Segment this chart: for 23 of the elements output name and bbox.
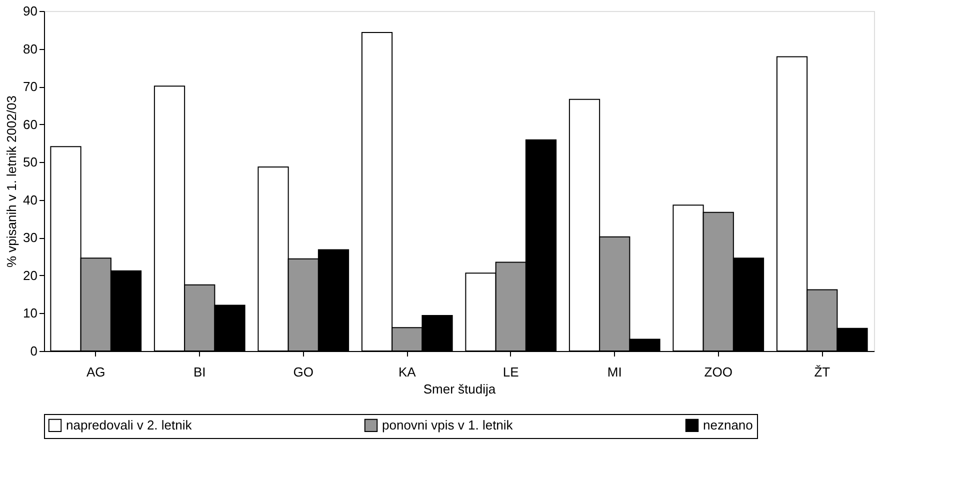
- y-tick-label: 40: [23, 192, 38, 208]
- legend-label: napredovali v 2. letnik: [66, 417, 192, 432]
- y-tick-label: 0: [30, 344, 38, 358]
- x-tick-label: AG: [86, 364, 106, 380]
- x-tick-label: LE: [502, 364, 520, 380]
- x-tick-label: ŽT: [814, 364, 830, 380]
- y-axis-title: % vpisanih v 1. letnik 2002/03: [4, 96, 20, 268]
- y-tick-label: 70: [23, 79, 38, 94]
- y-tick-label: 80: [23, 41, 38, 56]
- y-tick-label: 60: [23, 116, 38, 132]
- y-tick-label: 10: [23, 306, 38, 321]
- legend-label: neznano: [703, 417, 753, 432]
- x-tick-label: BI: [193, 364, 206, 380]
- x-tick-label: KA: [398, 364, 416, 380]
- x-tick-label: MI: [607, 364, 622, 380]
- y-tick-label: 30: [23, 230, 38, 246]
- legend-label: ponovni vpis v 1. letnik: [382, 417, 514, 432]
- x-axis-title: Smer študija: [423, 382, 496, 396]
- y-tick-label: 90: [23, 4, 38, 18]
- y-tick-label: 50: [23, 154, 38, 170]
- x-tick-label: ZOO: [704, 364, 732, 380]
- x-tick-label: GO: [293, 364, 314, 380]
- y-tick-label: 20: [23, 268, 38, 283]
